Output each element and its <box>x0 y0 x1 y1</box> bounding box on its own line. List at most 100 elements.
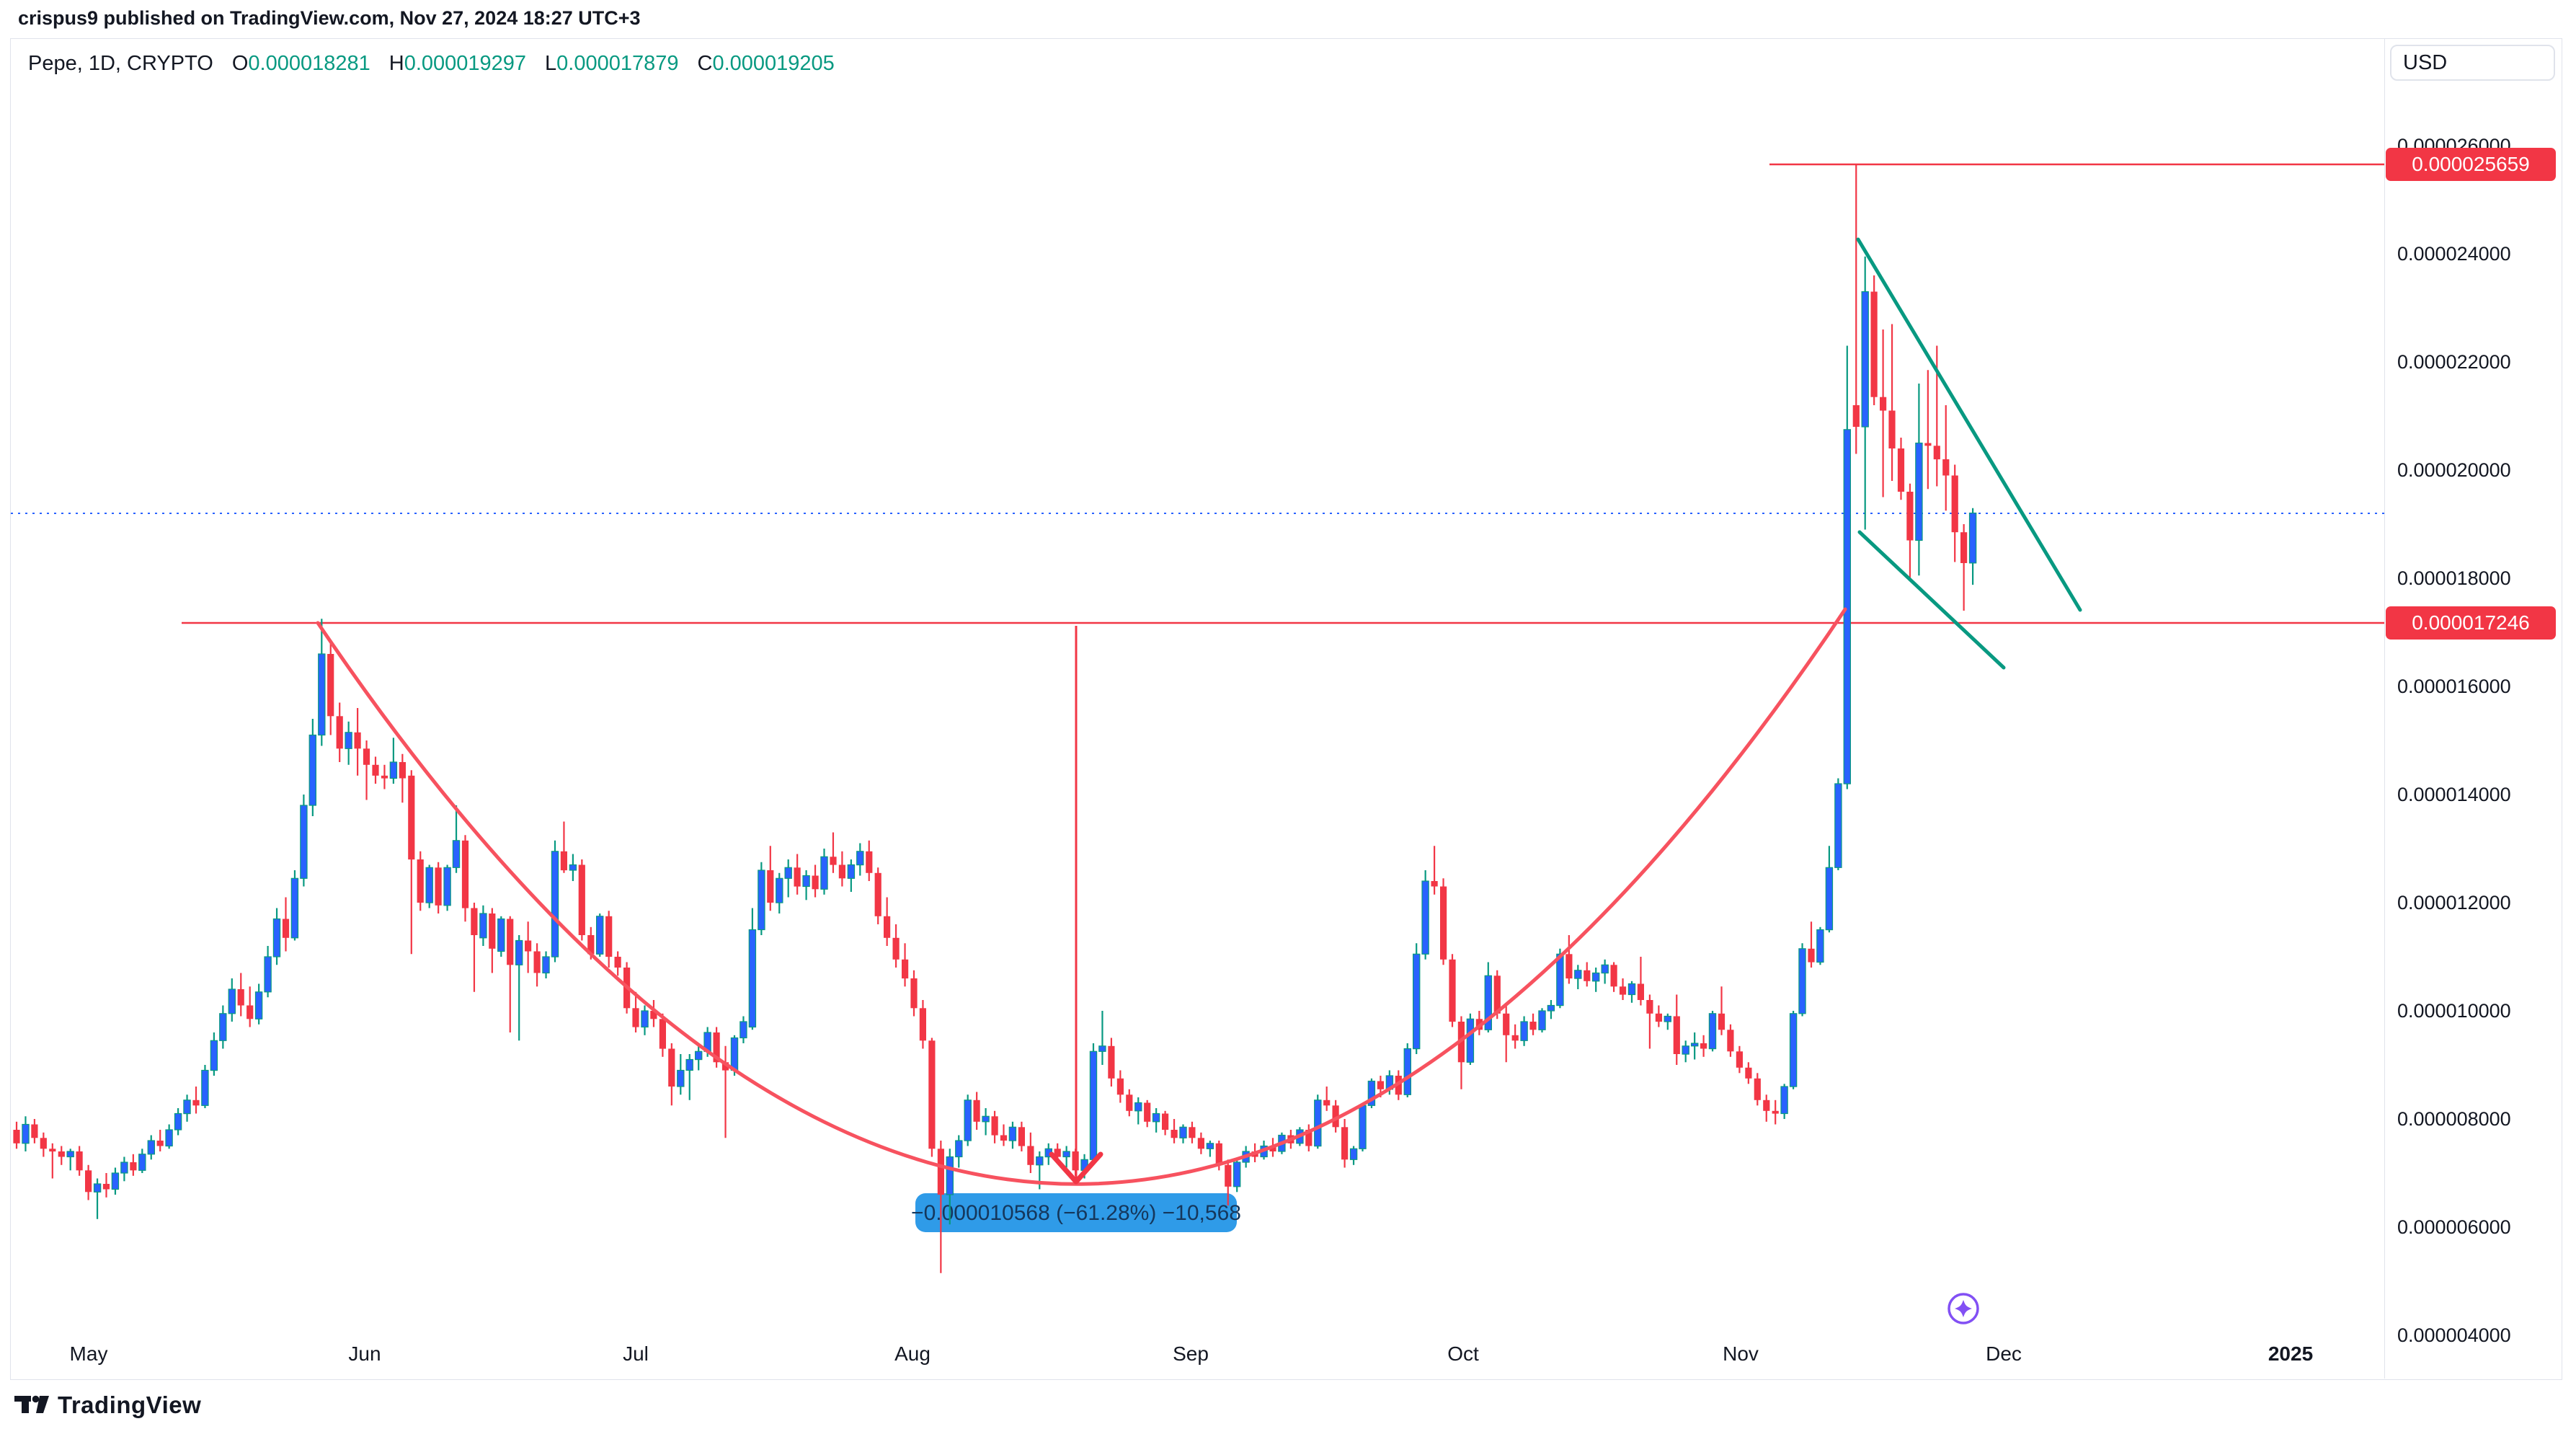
candle[interactable] <box>1772 1110 1779 1114</box>
candle[interactable] <box>928 1040 936 1149</box>
candle[interactable] <box>866 851 873 873</box>
candle[interactable] <box>1708 1013 1717 1050</box>
candle[interactable] <box>1798 948 1806 1014</box>
candle[interactable] <box>156 1141 164 1146</box>
candle[interactable] <box>794 867 801 887</box>
candle[interactable] <box>479 913 487 939</box>
candle[interactable] <box>489 913 496 949</box>
candle[interactable] <box>1843 429 1851 784</box>
candle[interactable] <box>219 1013 227 1041</box>
candle[interactable] <box>668 1048 675 1087</box>
candle[interactable] <box>685 1058 693 1071</box>
candle[interactable] <box>22 1123 30 1144</box>
candle[interactable] <box>830 857 837 865</box>
candle[interactable] <box>884 916 891 938</box>
candle[interactable] <box>1493 975 1501 1014</box>
candle[interactable] <box>1503 1013 1510 1035</box>
candle[interactable] <box>363 748 370 765</box>
candle[interactable] <box>120 1162 128 1174</box>
candle[interactable] <box>507 919 514 965</box>
candle[interactable] <box>964 1100 972 1141</box>
candle[interactable] <box>605 916 613 957</box>
candle[interactable] <box>290 877 299 939</box>
candle[interactable] <box>336 716 343 749</box>
candle[interactable] <box>1627 983 1636 996</box>
candle[interactable] <box>542 956 550 974</box>
candle[interactable] <box>1763 1100 1770 1111</box>
candle[interactable] <box>497 918 505 952</box>
candle[interactable] <box>1341 1127 1349 1160</box>
candle[interactable] <box>595 916 604 955</box>
candle[interactable] <box>461 840 469 908</box>
candle[interactable] <box>1449 959 1456 1022</box>
candle[interactable] <box>1673 1016 1680 1055</box>
candle[interactable] <box>641 1010 649 1028</box>
candle[interactable] <box>838 864 845 879</box>
candle[interactable] <box>31 1124 38 1138</box>
candle[interactable] <box>1619 986 1627 995</box>
candle[interactable] <box>264 956 272 993</box>
candle[interactable] <box>1825 867 1834 931</box>
candle[interactable] <box>1682 1045 1689 1055</box>
candle[interactable] <box>1269 1146 1276 1152</box>
candle[interactable] <box>1179 1126 1187 1138</box>
tradingview-footer[interactable]: TradingView <box>14 1392 201 1419</box>
candle[interactable] <box>210 1040 218 1071</box>
candle[interactable] <box>1171 1130 1178 1138</box>
candle[interactable] <box>973 1100 980 1122</box>
candle[interactable] <box>721 1062 729 1071</box>
candle[interactable] <box>1305 1130 1313 1146</box>
candle[interactable] <box>111 1172 120 1190</box>
candle[interactable] <box>49 1149 56 1152</box>
candle[interactable] <box>1162 1113 1169 1131</box>
candle[interactable] <box>272 918 281 957</box>
candle[interactable] <box>1718 1013 1726 1030</box>
candle[interactable] <box>282 919 290 938</box>
candle[interactable] <box>1574 970 1582 979</box>
candle[interactable] <box>1144 1102 1151 1122</box>
candle[interactable] <box>1134 1102 1142 1112</box>
candle[interactable] <box>1951 475 1958 533</box>
candle[interactable] <box>1538 1010 1546 1030</box>
candle[interactable] <box>1646 1000 1653 1014</box>
candle[interactable] <box>551 851 559 957</box>
candle[interactable] <box>1808 948 1815 963</box>
candle[interactable] <box>1126 1094 1133 1111</box>
candle[interactable] <box>1637 983 1644 1001</box>
candle[interactable] <box>1745 1067 1752 1079</box>
candle[interactable] <box>425 867 433 903</box>
candle[interactable] <box>1314 1100 1322 1147</box>
candle[interactable] <box>730 1037 739 1071</box>
candle[interactable] <box>1592 972 1600 982</box>
candle[interactable] <box>659 1019 666 1049</box>
candle[interactable] <box>183 1100 191 1115</box>
candle[interactable] <box>247 1005 254 1019</box>
candle[interactable] <box>1897 448 1905 492</box>
candle[interactable] <box>650 1011 657 1019</box>
candle[interactable] <box>533 951 541 973</box>
candle[interactable] <box>58 1151 65 1157</box>
candle[interactable] <box>1780 1086 1788 1115</box>
candle[interactable] <box>1018 1127 1025 1146</box>
candle[interactable] <box>632 1008 639 1027</box>
candle[interactable] <box>1197 1138 1204 1149</box>
candle[interactable] <box>560 851 567 871</box>
candle[interactable] <box>174 1112 182 1131</box>
candle[interactable] <box>1834 783 1842 868</box>
candle[interactable] <box>1233 1162 1241 1187</box>
candle[interactable] <box>1700 1043 1707 1049</box>
candle[interactable] <box>138 1154 146 1171</box>
candle[interactable] <box>1736 1051 1743 1068</box>
candle[interactable] <box>694 1050 703 1061</box>
candle[interactable] <box>1367 1080 1376 1106</box>
candle[interactable] <box>1377 1081 1384 1089</box>
candle[interactable] <box>910 978 918 1009</box>
candle[interactable] <box>327 654 334 717</box>
candle[interactable] <box>1098 1045 1106 1052</box>
candle[interactable] <box>1189 1127 1196 1138</box>
candle[interactable] <box>767 870 774 903</box>
candle[interactable] <box>1942 459 1950 476</box>
candle[interactable] <box>946 1156 954 1195</box>
candle[interactable] <box>1880 397 1887 411</box>
candle[interactable] <box>955 1140 963 1158</box>
